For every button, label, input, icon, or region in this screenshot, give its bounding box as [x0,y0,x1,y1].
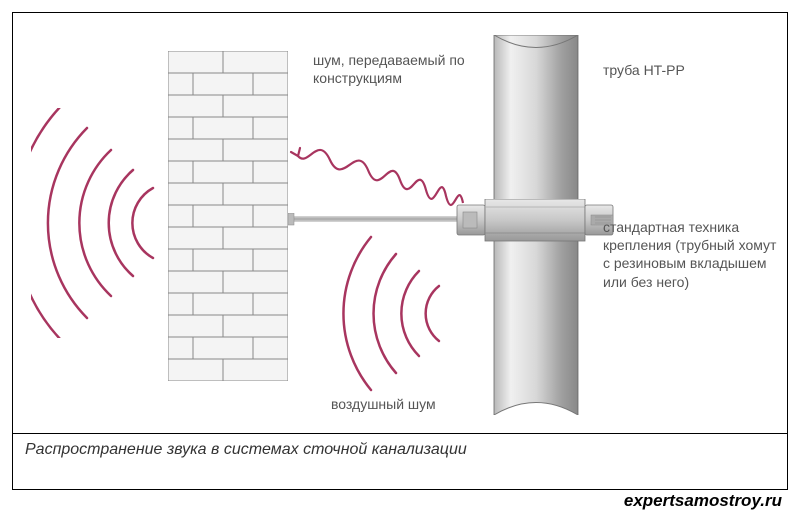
label-pipe: труба HT-PP [603,61,685,79]
label-clamp: стандартная техника крепления (трубный х… [603,218,778,291]
diagram-frame: шум, передаваемый по конструкциям труба … [12,12,788,434]
brick-wall [168,51,288,381]
diagram-container: шум, передаваемый по конструкциям труба … [0,0,800,515]
caption-text: Распространение звука в системах сточной… [25,440,775,461]
caption-frame: Распространение звука в системах сточной… [12,432,788,490]
sound-waves-left [31,108,166,338]
label-airborne-noise: воздушный шум [331,395,436,413]
label-structural-noise: шум, передаваемый по конструкциям [313,51,473,87]
sound-waves-airborne [291,231,456,396]
website-credit: expertsamostroy.ru [624,491,782,511]
leader-clamp [613,215,633,225]
structural-noise-wave [288,108,488,223]
